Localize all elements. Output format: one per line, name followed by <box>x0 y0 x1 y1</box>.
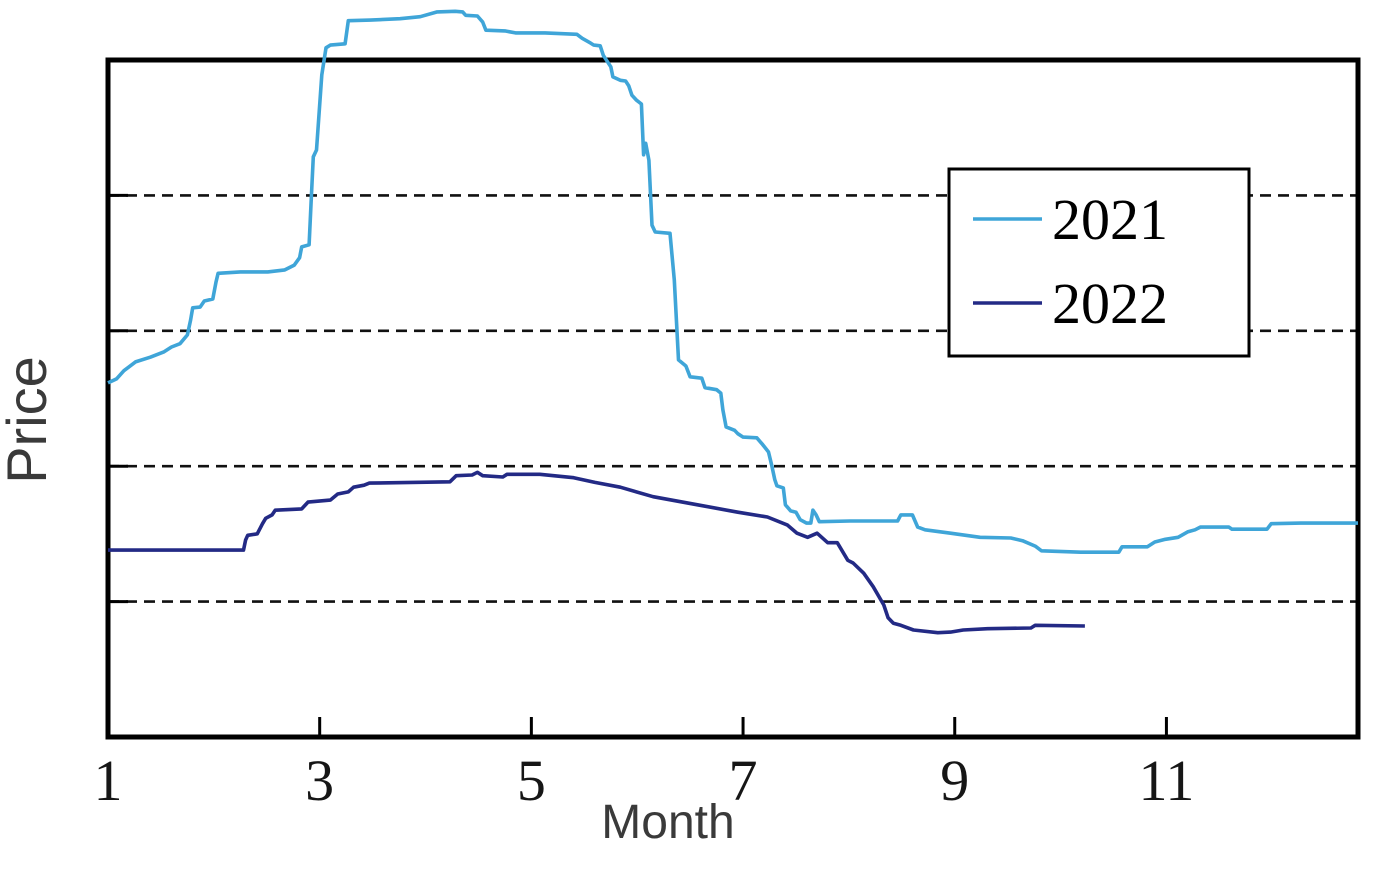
series-line-2022 <box>108 470 1085 635</box>
x-tick-label: 11 <box>1138 748 1194 813</box>
x-tick-label: 7 <box>729 748 758 813</box>
y-axis-label: Price <box>0 356 58 484</box>
x-tick-labels: 1 3 5 7 9 11 <box>94 748 1195 813</box>
legend-label-2022: 2022 <box>1052 271 1168 336</box>
series-line-2021 <box>107 9 1358 555</box>
legend: 2021 2022 <box>947 167 1251 358</box>
legend-box <box>947 167 1251 358</box>
x-tick-label: 3 <box>305 748 334 813</box>
gridlines <box>108 194 1358 603</box>
series-lines <box>107 9 1358 635</box>
x-tick-label: 1 <box>94 748 123 813</box>
x-tick-label: 9 <box>940 748 969 813</box>
x-tick-label: 5 <box>517 748 546 813</box>
x-axis-label: Month <box>601 796 734 849</box>
legend-label-2021: 2021 <box>1052 187 1168 252</box>
plot-frame <box>105 57 1361 740</box>
